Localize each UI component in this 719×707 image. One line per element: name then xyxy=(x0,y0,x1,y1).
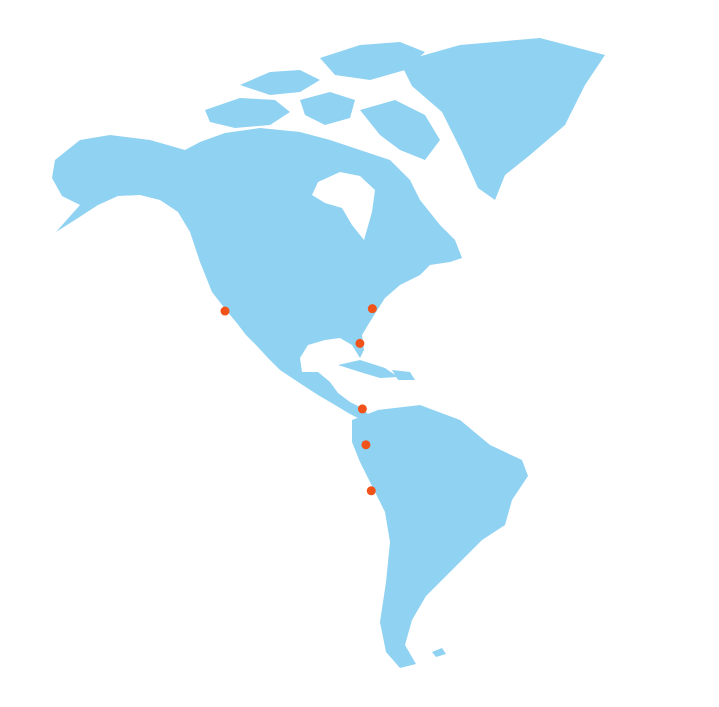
marker xyxy=(220,306,230,316)
arctic-island xyxy=(215,136,255,152)
arctic-island xyxy=(360,100,440,160)
arctic-island xyxy=(240,70,320,95)
hispaniola xyxy=(392,370,415,380)
hudson-bay xyxy=(312,172,375,240)
marker xyxy=(361,440,371,450)
marker xyxy=(357,404,367,414)
marker xyxy=(366,486,376,496)
arctic-island xyxy=(320,42,425,80)
south-america xyxy=(352,405,528,668)
land xyxy=(52,38,605,668)
arctic-island xyxy=(205,98,290,128)
marker xyxy=(367,304,377,314)
greenland xyxy=(400,38,605,200)
falklands xyxy=(432,648,446,657)
arctic-island xyxy=(300,92,355,125)
marker xyxy=(355,338,365,348)
cuba xyxy=(338,360,398,378)
